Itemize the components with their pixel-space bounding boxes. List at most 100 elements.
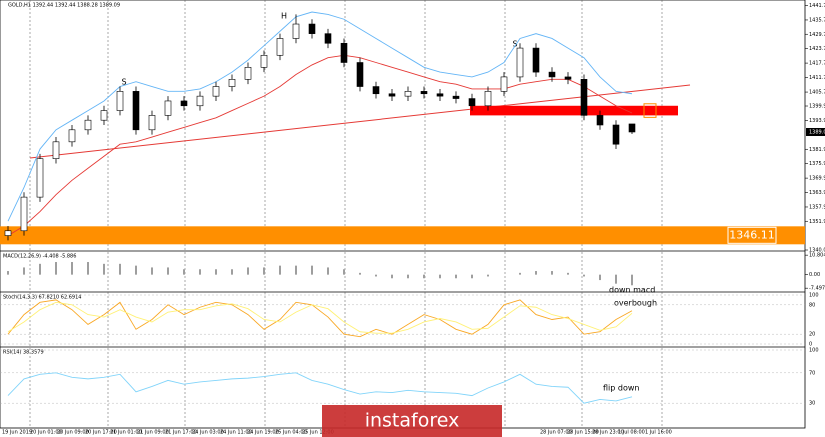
y-tick-label: 1399.90 xyxy=(809,104,825,110)
y-tick-label: 1363.90 xyxy=(809,190,825,196)
y-tick-label: 30 xyxy=(809,401,815,407)
candle-body xyxy=(4,230,12,236)
candle-body xyxy=(580,79,588,116)
y-tick-label: 0 xyxy=(809,342,812,348)
annotation: S xyxy=(121,78,126,87)
y-tick-label: 100 xyxy=(809,293,819,299)
y-tick-label: 100 xyxy=(809,348,819,354)
candle-body xyxy=(356,62,364,87)
candle-body xyxy=(596,115,604,126)
candle-body xyxy=(532,47,540,73)
x-tick-label: 1 Jul 16:00 xyxy=(645,430,672,436)
x-tick-label: 25 Jun 12:00 xyxy=(302,430,334,436)
y-tick-label: 1340.00 xyxy=(809,248,825,254)
y-tick-label: 1375.90 xyxy=(809,161,825,167)
stoch-line xyxy=(7,301,633,334)
y-tick-label: 1405.70 xyxy=(809,90,825,96)
price-label: 1389.09 xyxy=(809,129,825,135)
candle-body xyxy=(340,42,348,63)
candle-body xyxy=(180,100,188,107)
rsi-line xyxy=(7,372,633,404)
candle-body xyxy=(628,123,636,133)
x-tick-label: 21 Jun 09:00 xyxy=(137,430,169,436)
y-tick-label: 1435.70 xyxy=(809,17,825,23)
watermark-box xyxy=(322,405,502,437)
candle-body xyxy=(212,86,220,97)
annotation: overbough xyxy=(614,299,657,308)
candle-body xyxy=(420,91,428,95)
candle-body xyxy=(292,23,300,39)
candle-body xyxy=(276,38,284,56)
candle-body xyxy=(436,93,444,97)
y-tick-label: 1411.75 xyxy=(809,75,825,81)
support-label: 1346.11 xyxy=(729,228,775,241)
y-tick-label: 1351.95 xyxy=(809,219,825,225)
x-tick-label: 25 Jun 04:00 xyxy=(275,430,307,436)
candle-body xyxy=(516,47,524,78)
macd-title: MACD(12,26,9) -4.408 -5.886 xyxy=(3,254,76,260)
annotation: H xyxy=(281,12,287,21)
y-tick-label: -7.497 xyxy=(809,286,825,292)
vertical-grid xyxy=(29,0,663,428)
y-tick-label: 1423.75 xyxy=(809,46,825,52)
candle-body xyxy=(260,54,268,68)
candle-body xyxy=(404,91,412,97)
y-tick-label: 1381.90 xyxy=(809,147,825,153)
y-tick-label: 1369.90 xyxy=(809,176,825,182)
candle-body xyxy=(116,91,124,111)
price-box xyxy=(806,127,825,136)
candle-body xyxy=(164,100,172,116)
rsi-title: RSI(14) 38.3579 xyxy=(3,350,44,356)
y-tick-label: 20 xyxy=(809,332,815,338)
x-tick-label: 24 Jun 03:00 xyxy=(192,430,224,436)
indicator-line xyxy=(7,11,633,222)
x-tick-label: 21 Jun 01:00 xyxy=(110,430,142,436)
annotation: down macd xyxy=(609,286,655,295)
candle-body xyxy=(100,110,108,121)
candle-body xyxy=(452,95,460,99)
x-tick-label: 28 Jun 07:00 xyxy=(540,430,572,436)
y-tick-label: 1441.70 xyxy=(809,3,825,9)
candle-body xyxy=(52,141,60,159)
stoch-title: Stoch(14,3,3) 67.8210 62.6914 xyxy=(3,295,81,301)
stoch-line xyxy=(7,299,633,338)
x-tick-label: 19 Jun 2019 xyxy=(2,430,32,436)
candle-body xyxy=(564,76,572,80)
annotation: flip down xyxy=(603,384,639,393)
y-tick-label: 70 xyxy=(809,370,815,376)
x-tick-label: 20 Jun 17:00 xyxy=(85,430,117,436)
resistance-zone xyxy=(470,105,678,116)
candle-body xyxy=(228,79,236,87)
candle-body xyxy=(468,98,476,107)
candle-body xyxy=(388,93,396,97)
plot-frame xyxy=(0,0,806,429)
candle-body xyxy=(324,33,332,44)
candle-body xyxy=(484,91,492,107)
y-tick-label: 1429.75 xyxy=(809,32,825,38)
chart-header: GOLD,H1 1392.44 1392.44 1388.28 1389.09 xyxy=(8,3,120,9)
watermark: instaforex xyxy=(365,410,460,432)
candle-body xyxy=(20,196,28,232)
candle-body xyxy=(196,95,204,107)
x-tick-label: 28 Jun 23:00 xyxy=(592,430,624,436)
y-tick-label: 1357.90 xyxy=(809,204,825,210)
x-tick-label: 1 Jul 08:00 xyxy=(618,430,645,436)
y-tick-label: 10.804 xyxy=(809,253,825,259)
y-tick-label: 1393.90 xyxy=(809,118,825,124)
candle-body xyxy=(548,71,556,78)
candle-body xyxy=(84,119,92,131)
x-tick-label: 20 Jun 01:00 xyxy=(30,430,62,436)
candle-body xyxy=(500,76,508,92)
x-tick-label: 20 Jun 09:00 xyxy=(57,430,89,436)
y-tick-label: 1417.75 xyxy=(809,61,825,67)
candle-body xyxy=(372,86,380,95)
y-tick-label: 0.00 xyxy=(809,272,820,278)
indicator-line xyxy=(7,54,633,236)
x-tick-label: 28 Jun 15:00 xyxy=(567,430,599,436)
annotation: S xyxy=(512,40,517,49)
marker-box xyxy=(643,103,657,118)
y-tick-label: 80 xyxy=(809,302,815,308)
trendline xyxy=(29,84,691,159)
candle-body xyxy=(148,115,156,131)
support-label-box xyxy=(727,226,777,244)
